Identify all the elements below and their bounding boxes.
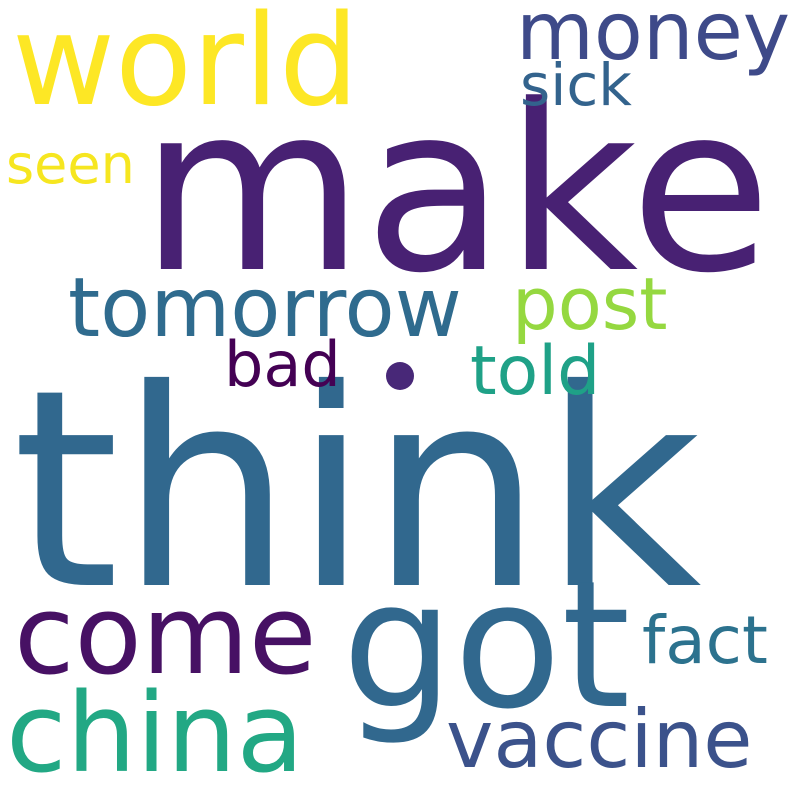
word-china: china — [6, 669, 304, 797]
word-vaccine: vaccine — [446, 693, 753, 786]
word-fact: fact — [642, 602, 768, 679]
word-tomorrow: tomorrow — [68, 261, 462, 356]
word-bad: bad — [224, 328, 341, 401]
dot-mark — [386, 362, 414, 390]
word-seen: seen — [6, 133, 135, 196]
word-come: come — [14, 571, 317, 699]
word-think: think — [12, 331, 702, 650]
word-sick: sick — [520, 51, 632, 119]
word-got: got — [342, 543, 631, 748]
word-money: money — [516, 0, 791, 78]
word-post: post — [512, 262, 668, 346]
word-told: told — [470, 332, 601, 411]
word-make: make — [140, 57, 772, 324]
word-world: world — [12, 0, 359, 134]
